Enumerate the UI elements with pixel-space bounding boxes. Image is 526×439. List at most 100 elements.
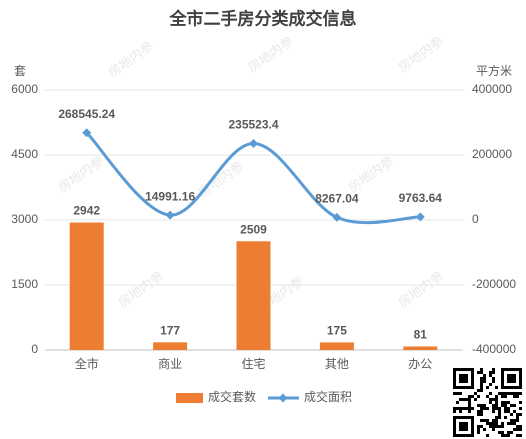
qr-module	[480, 380, 483, 383]
qr-module	[486, 419, 489, 422]
qr-module	[465, 368, 468, 371]
qr-module	[519, 380, 522, 383]
qr-module	[513, 419, 516, 422]
qr-module	[474, 392, 477, 395]
qr-module	[486, 434, 489, 437]
y-tick-label: 0	[31, 342, 38, 356]
qr-module	[507, 392, 510, 395]
y-tick-label: 1500	[11, 277, 38, 291]
qr-module	[504, 386, 507, 389]
qr-module	[498, 425, 501, 428]
qr-module	[459, 428, 462, 431]
qr-module	[471, 416, 474, 419]
qr-module	[516, 392, 519, 395]
data-label: 9763.64	[399, 191, 443, 205]
qr-module	[462, 380, 465, 383]
data-label: 235523.4	[228, 118, 278, 132]
qr-module	[489, 401, 492, 404]
qr-module	[471, 368, 474, 371]
qr-module	[495, 416, 498, 419]
qr-module	[516, 395, 519, 398]
qr-module	[516, 413, 519, 416]
qr-module	[462, 428, 465, 431]
qr-module	[456, 401, 459, 404]
qr-module	[507, 407, 510, 410]
qr-module	[483, 428, 486, 431]
qr-module	[519, 401, 522, 404]
qr-module	[459, 425, 462, 428]
qr-module	[471, 386, 474, 389]
y2-tick-label: 200000	[472, 147, 512, 161]
qr-module	[504, 368, 507, 371]
y2-tick-label: -200000	[472, 277, 516, 291]
watermark: 房地内参	[195, 158, 246, 200]
bar	[69, 222, 104, 350]
qr-module	[468, 407, 471, 410]
qr-module	[510, 404, 513, 407]
qr-module	[471, 371, 474, 374]
qr-module	[480, 404, 483, 407]
x-tick-label: 住宅	[241, 356, 265, 371]
x-tick-label: 全市	[75, 356, 99, 371]
qr-module	[474, 398, 477, 401]
line-marker	[165, 210, 175, 220]
qr-module	[468, 368, 471, 371]
qr-module	[498, 413, 501, 416]
qr-module	[492, 428, 495, 431]
qr-module	[486, 386, 489, 389]
data-label: 2509	[240, 222, 267, 236]
qr-module	[501, 395, 504, 398]
qr-module	[465, 398, 468, 401]
qr-module	[519, 434, 522, 437]
watermark: 房地内参	[395, 268, 446, 310]
qr-module	[456, 386, 459, 389]
qr-module	[471, 380, 474, 383]
qr-module	[459, 380, 462, 383]
y-axis-title: 套	[14, 64, 26, 78]
qr-module	[516, 425, 519, 428]
qr-module	[480, 383, 483, 386]
qr-module	[453, 419, 456, 422]
qr-module	[462, 377, 465, 380]
qr-module	[453, 371, 456, 374]
line-marker	[332, 212, 342, 222]
qr-module	[459, 398, 462, 401]
qr-module	[459, 392, 462, 395]
qr-module	[477, 425, 480, 428]
qr-module	[498, 407, 501, 410]
qr-module	[501, 368, 504, 371]
qr-module	[510, 431, 513, 434]
qr-module	[492, 407, 495, 410]
qr-module	[504, 416, 507, 419]
watermark: 房地内参	[395, 33, 446, 75]
qr-module	[501, 404, 504, 407]
qr-module	[459, 386, 462, 389]
line-marker	[249, 138, 258, 148]
qr-module	[471, 431, 474, 434]
qr-module	[495, 425, 498, 428]
qr-module	[462, 374, 465, 377]
qr-module	[495, 386, 498, 389]
qr-module	[480, 368, 483, 371]
qr-module	[483, 377, 486, 380]
qr-module	[477, 428, 480, 431]
line-marker	[415, 212, 425, 222]
qr-module	[519, 371, 522, 374]
qr-module	[462, 407, 465, 410]
qr-module	[477, 395, 480, 398]
qr-module	[468, 416, 471, 419]
qr-module	[507, 386, 510, 389]
qr-module	[453, 383, 456, 386]
qr-module	[453, 392, 456, 395]
qr-module	[465, 374, 468, 377]
qr-module	[456, 416, 459, 419]
qr-module	[504, 401, 507, 404]
qr-module	[459, 410, 462, 413]
qr-module	[495, 422, 498, 425]
qr-module	[519, 377, 522, 380]
qr-module	[513, 422, 516, 425]
qr-module	[471, 374, 474, 377]
qr-module	[516, 428, 519, 431]
x-tick-label: 商业	[158, 356, 182, 371]
qr-module	[516, 368, 519, 371]
